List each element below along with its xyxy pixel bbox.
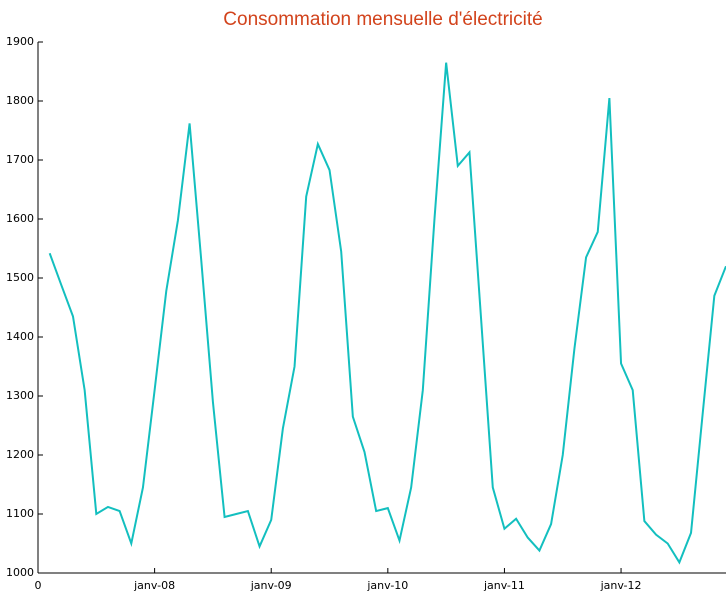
y-tick-label: 1800	[6, 94, 34, 107]
x-tick-label: janv-12	[600, 579, 642, 592]
x-tick-label: 0	[35, 579, 42, 592]
y-tick-label: 1200	[6, 448, 34, 461]
chart-title: Consommation mensuelle d'électricité	[223, 9, 542, 30]
y-tick-label: 1700	[6, 153, 34, 166]
y-tick-label: 1900	[6, 35, 34, 48]
x-tick-label: janv-08	[133, 579, 175, 592]
y-tick-label: 1300	[6, 389, 34, 402]
y-tick-label: 1100	[6, 507, 34, 520]
y-tick-label: 1000	[6, 566, 34, 579]
x-tick-label: janv-10	[366, 579, 408, 592]
x-tick-label: janv-11	[483, 579, 525, 592]
y-tick-label: 1600	[6, 212, 34, 225]
y-tick-label: 1500	[6, 271, 34, 284]
y-tick-label: 1400	[6, 330, 34, 343]
x-tick-label: janv-09	[250, 579, 292, 592]
line-series	[48, 62, 726, 565]
